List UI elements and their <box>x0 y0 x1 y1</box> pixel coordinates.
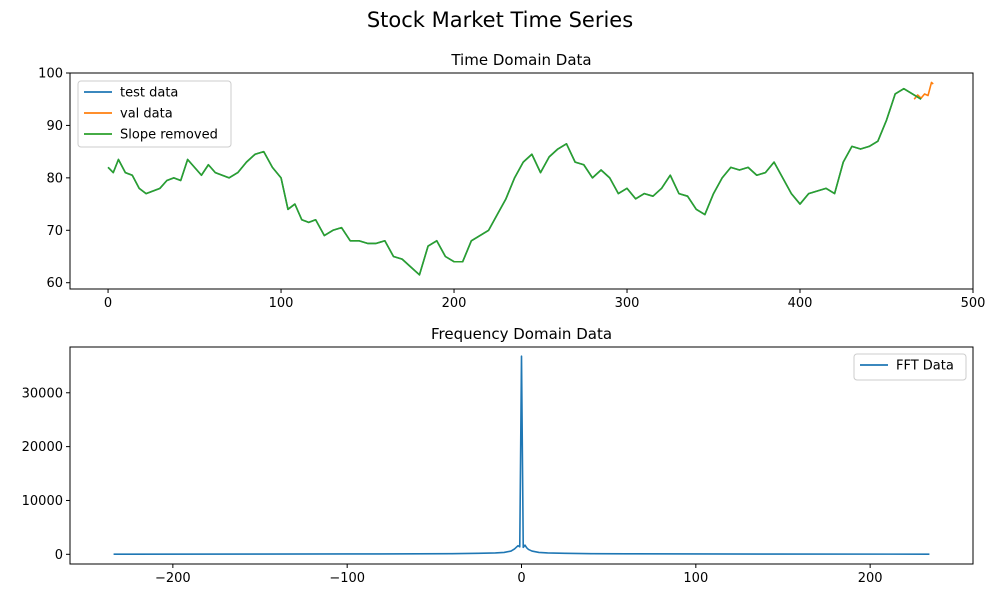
time-x-tick-label: 0 <box>104 296 112 311</box>
freq-x-tick-label: −100 <box>329 571 365 586</box>
time-legend-label-test-data: test data <box>120 86 178 101</box>
figure-title: Stock Market Time Series <box>366 8 634 32</box>
freq-y-tick-label: 10000 <box>22 494 63 509</box>
time-x-tick-label: 200 <box>442 296 467 311</box>
time-y-tick-label: 60 <box>46 276 63 291</box>
time-legend: test data val data Slope removed <box>77 80 232 148</box>
time-legend-label-val-data: val data <box>120 107 173 122</box>
time-x-tick-label: 100 <box>269 296 294 311</box>
freq-chart-title: Frequency Domain Data <box>431 325 612 343</box>
time-y-tick-label: 80 <box>46 171 63 186</box>
freq-x-tick-label: 200 <box>858 571 883 586</box>
freq-plot: Frequency Domain Data −200 −100 0 100 200 0 100… <box>22 325 974 586</box>
freq-legend-label-fft-data: FFT Data <box>896 359 954 374</box>
freq-y-tick-label: 0 <box>55 548 63 563</box>
freq-y-tick-label: 20000 <box>22 440 63 455</box>
time-plot: Time Domain Data 0 100 200 300 400 500 60 70 80 90… <box>38 51 985 311</box>
time-legend-box <box>77 80 232 148</box>
time-y-tick-label: 70 <box>46 224 63 239</box>
time-x-tick-label: 300 <box>615 296 640 311</box>
freq-series-fft-data-line <box>113 355 930 555</box>
time-axes-frame <box>69 72 974 290</box>
time-chart-title: Time Domain Data <box>450 51 591 69</box>
time-y-tick-label: 90 <box>46 119 63 134</box>
time-series-slope-removed-line <box>107 87 922 276</box>
time-y-tick-label: 100 <box>38 67 63 82</box>
time-legend-label-slope-removed: Slope removed <box>120 128 218 143</box>
freq-x-tick-label: 100 <box>683 571 708 586</box>
time-series-val-data-line <box>913 81 934 100</box>
time-x-tick-label: 500 <box>961 296 986 311</box>
freq-x-tick-label: 0 <box>517 571 525 586</box>
freq-legend-box <box>853 353 967 381</box>
time-x-tick-label: 400 <box>788 296 813 311</box>
freq-legend: FFT Data <box>853 353 967 381</box>
freq-x-tick-label: −200 <box>155 571 191 586</box>
freq-y-tick-label: 30000 <box>22 386 63 401</box>
